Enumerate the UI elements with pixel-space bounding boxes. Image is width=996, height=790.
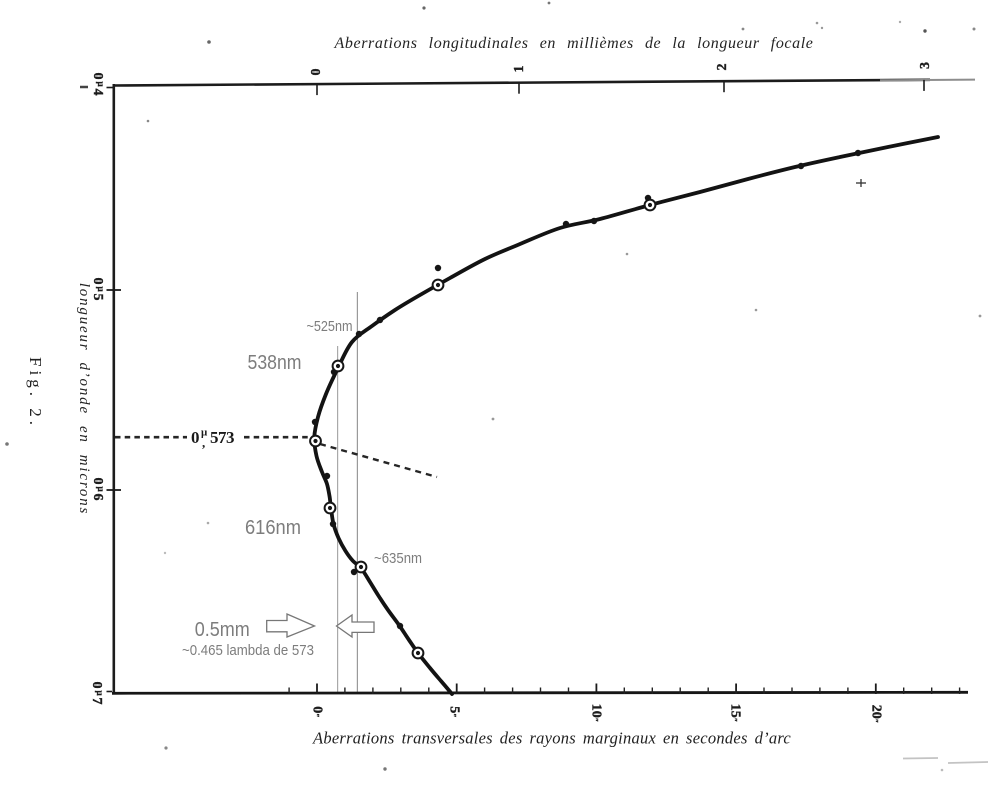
svg-text:0μ6: 0μ6 (90, 477, 106, 502)
svg-text:0μ4: 0μ4 (90, 72, 106, 97)
svg-text:538nm: 538nm (248, 351, 302, 374)
svg-text:10″: 10″ (589, 704, 604, 722)
svg-text:1: 1 (512, 66, 527, 73)
svg-text:0.5mm: 0.5mm (195, 618, 250, 641)
svg-text:0μ7: 0μ7 (89, 681, 105, 706)
svg-text:0μ5: 0μ5 (90, 277, 106, 302)
svg-text:20″: 20″ (869, 705, 884, 723)
svg-text:573: 573 (210, 428, 234, 447)
svg-text:5″: 5″ (447, 706, 462, 717)
svg-text:μ: μ (201, 427, 208, 439)
svg-text:0: 0 (191, 428, 200, 447)
svg-text:~0.465 lambda de 573: ~0.465 lambda de 573 (182, 642, 314, 659)
svg-text:,: , (202, 435, 205, 450)
svg-text:0: 0 (309, 69, 324, 76)
svg-text:3: 3 (918, 62, 933, 69)
svg-text:2: 2 (715, 64, 730, 71)
svg-text:longueur d’onde en microns: longueur d’onde en microns (76, 283, 92, 515)
svg-text:~525nm: ~525nm (307, 318, 353, 335)
svg-text:Aberrations longitudinales en: Aberrations longitudinales en millièmes … (334, 35, 814, 52)
svg-text:Fig. 2.: Fig. 2. (26, 357, 45, 429)
svg-text:15″: 15″ (728, 704, 743, 722)
svg-text:616nm: 616nm (245, 516, 301, 539)
svg-text:0″: 0″ (310, 706, 325, 717)
svg-text:~635nm: ~635nm (374, 550, 422, 567)
svg-text:Aberrations transversales des: Aberrations transversales des rayons mar… (312, 729, 791, 748)
